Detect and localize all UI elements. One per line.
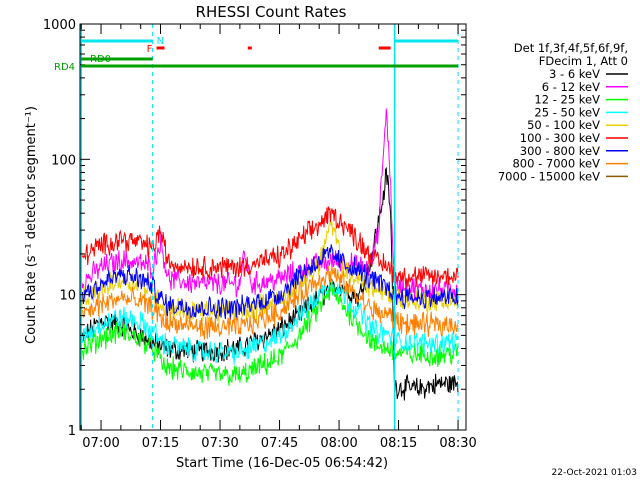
legend-header-line-2: FDecim 1, Att 0 bbox=[539, 54, 628, 68]
flag-saa-label: N bbox=[157, 36, 164, 47]
plot-frame bbox=[79, 23, 467, 431]
legend: Det 1f,3f,4f,5f,6f,9f, FDecim 1, Att 0 3… bbox=[498, 41, 628, 183]
legend-label-3: 25 - 50 keV bbox=[534, 105, 600, 119]
timestamp: 22-Oct-2021 01:03 bbox=[552, 468, 637, 478]
y-tick-label-0: 1 bbox=[68, 424, 76, 439]
legend-label-8: 7000 - 15000 keV bbox=[498, 169, 600, 183]
y-tick-label-2: 100 bbox=[51, 153, 76, 168]
legend-label-2: 12 - 25 keV bbox=[534, 93, 600, 107]
flag-flare-label: F bbox=[147, 44, 153, 55]
x-tick-label-6: 08:30 bbox=[439, 436, 476, 451]
x-tick-label-2: 07:30 bbox=[201, 436, 238, 451]
x-tick-label-4: 08:00 bbox=[320, 436, 357, 451]
legend-label-4: 50 - 100 keV bbox=[527, 118, 600, 132]
legend-header-line-1: Det 1f,3f,4f,5f,6f,9f, bbox=[514, 41, 628, 55]
legend-label-6: 300 - 800 keV bbox=[520, 144, 600, 158]
y-tick-label-1: 10 bbox=[59, 289, 76, 304]
flag-rear_decim-label: RD4 bbox=[54, 62, 75, 73]
legend-label-0: 3 - 6 keV bbox=[549, 67, 600, 81]
y-tick-label-3: 1000 bbox=[43, 18, 76, 33]
axes: 1 10 100 1000 07:00 07:15 07:30 07:45 08:00 08:15… bbox=[43, 18, 477, 451]
legend-label-5: 100 - 300 keV bbox=[520, 131, 600, 145]
x-tick-label-5: 08:15 bbox=[380, 436, 417, 451]
x-tick-label-3: 07:45 bbox=[261, 436, 298, 451]
y-axis-label: Count Rate (s⁻¹ detector segment⁻¹) bbox=[24, 106, 39, 344]
x-axis-label: Start Time (16-Dec-05 06:54:42) bbox=[176, 456, 388, 471]
x-tick-label-1: 07:15 bbox=[142, 436, 179, 451]
chart-title: RHESSI Count Rates bbox=[196, 3, 347, 21]
flag-decim-label: RD0 bbox=[90, 54, 111, 65]
x-tick-label-0: 07:00 bbox=[82, 436, 119, 451]
legend-label-1: 6 - 12 keV bbox=[542, 80, 600, 94]
legend-label-7: 800 - 7000 keV bbox=[512, 157, 600, 171]
